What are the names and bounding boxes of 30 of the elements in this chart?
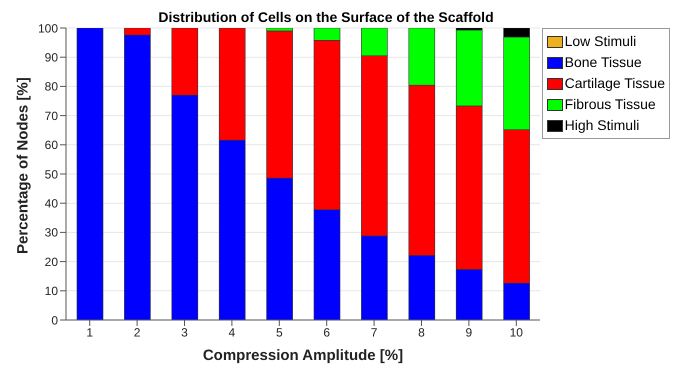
y-tick-label: 90 <box>44 50 58 64</box>
legend-label: Low Stimuli <box>564 32 636 51</box>
y-tick-label: 80 <box>44 80 58 94</box>
x-tick-label: 4 <box>228 326 236 340</box>
y-tick-label: 30 <box>44 226 58 240</box>
x-tick-label: 10 <box>510 326 524 340</box>
x-tick-label: 8 <box>418 326 426 340</box>
y-tick-label: 50 <box>44 167 58 182</box>
x-tick-label: 7 <box>370 326 378 340</box>
x-tick-label: 2 <box>134 326 141 340</box>
chart-title: Distribution of Cells on the Surface of the Scaffold <box>158 9 494 25</box>
y-tick-label: 10 <box>44 284 58 298</box>
x-tick-label: 9 <box>466 326 473 340</box>
y-tick-label: 40 <box>44 196 58 210</box>
x-tick-label: 5 <box>276 326 283 340</box>
x-tick-label: 1 <box>86 326 94 340</box>
x-tick-label: 6 <box>323 326 330 340</box>
legend-label: Fibrous Tissue <box>564 95 656 114</box>
x-axis-title: Compression Amplitude [%] <box>202 347 404 364</box>
legend-label: Bone Tissue <box>564 53 642 72</box>
bar <box>76 28 104 320</box>
x-tick-label: 3 <box>181 326 188 340</box>
y-tick-label: 70 <box>44 108 58 123</box>
y-tick-label: 60 <box>44 138 58 152</box>
y-tick-label: 100 <box>38 21 58 36</box>
legend-label: High Stimuli <box>564 116 640 135</box>
y-axis-title: Percentage of Nodes [%] <box>14 77 32 254</box>
legend-label: Cartilage Tissue <box>564 74 665 93</box>
y-tick-label: 0 <box>51 313 58 328</box>
y-tick-label: 20 <box>44 254 58 269</box>
